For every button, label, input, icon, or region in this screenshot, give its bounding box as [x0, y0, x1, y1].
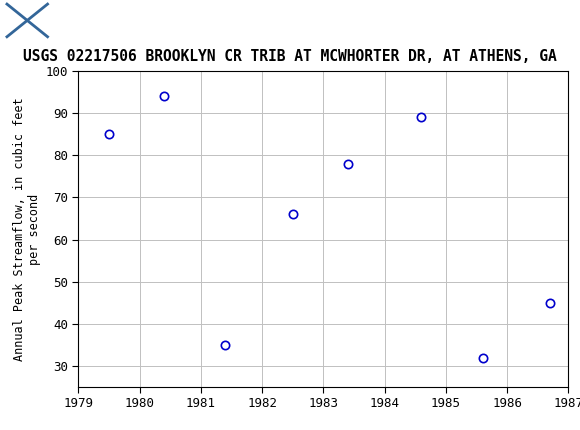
Text: USGS 02217506 BROOKLYN CR TRIB AT MCWHORTER DR, AT ATHENS, GA: USGS 02217506 BROOKLYN CR TRIB AT MCWHOR… [23, 49, 557, 64]
Y-axis label: Annual Peak Streamflow, in cubic feet
per second: Annual Peak Streamflow, in cubic feet pe… [13, 97, 41, 361]
Text: USGS: USGS [52, 10, 116, 31]
FancyBboxPatch shape [7, 4, 48, 37]
